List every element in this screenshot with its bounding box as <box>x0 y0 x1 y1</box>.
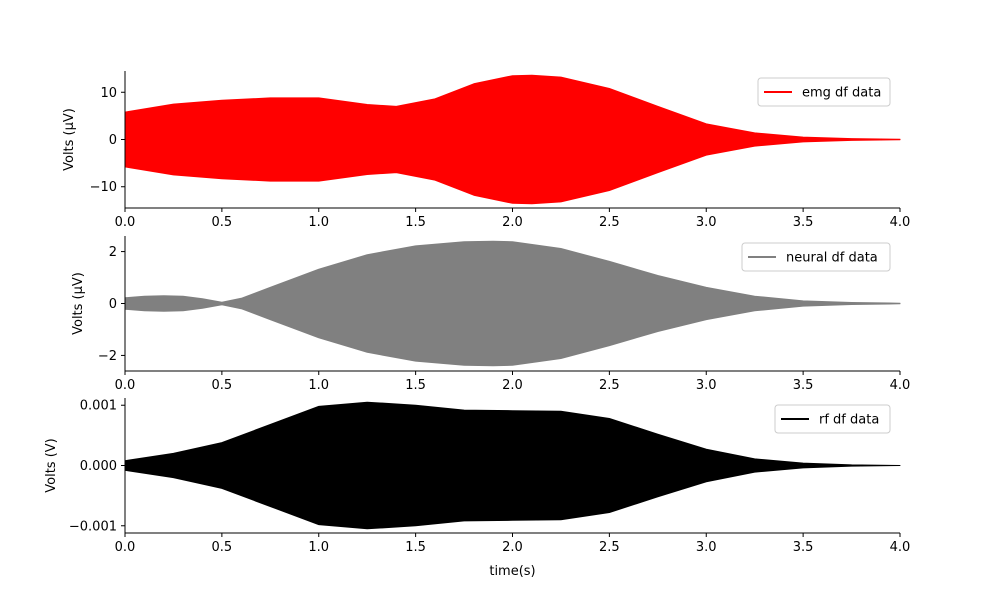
x-tick-label: 0.5 <box>212 215 233 230</box>
series-envelope-1 <box>124 74 901 205</box>
x-axis-label: time(s) <box>489 564 535 579</box>
legend-box <box>757 77 891 107</box>
x-tick-label: 0.5 <box>212 540 233 555</box>
legend: neural df data <box>741 242 891 272</box>
y-tick-label: −10 <box>90 180 117 195</box>
x-tick-label: 1.5 <box>405 378 426 393</box>
legend: emg df data <box>757 77 891 107</box>
x-tick-label: 0.0 <box>115 378 136 393</box>
x-tick-label: 2.5 <box>599 215 620 230</box>
subplot-1: 0.0 0.5 1.0 1.5 2.0 2.5 3.0 3.5 4.0 −10 0 10 Volts (… <box>62 71 910 230</box>
y-axis-label: Volts (μV) <box>71 272 86 335</box>
x-tick-label: 0.0 <box>115 540 136 555</box>
legend-label: emg df data <box>802 86 881 101</box>
x-tick-label: 3.0 <box>696 378 717 393</box>
x-tick-label: 2.5 <box>599 540 620 555</box>
x-tick-label: 0.0 <box>115 215 136 230</box>
x-tick-label: 3.0 <box>696 215 717 230</box>
series-envelope-1 <box>124 401 901 530</box>
legend-box <box>741 242 891 272</box>
legend-box <box>774 404 891 434</box>
x-tick-label: 2.5 <box>599 378 620 393</box>
x-tick-label: 4.0 <box>890 378 911 393</box>
x-tick-label: 4.0 <box>890 215 911 230</box>
x-tick-label: 3.5 <box>793 378 814 393</box>
x-tick-label: 1.0 <box>308 215 329 230</box>
x-tick-label: 1.5 <box>405 540 426 555</box>
x-tick-label: 3.5 <box>793 540 814 555</box>
legend-label: neural df data <box>786 251 878 266</box>
y-tick-label: 0 <box>109 297 117 312</box>
legend: rf df data <box>774 404 891 434</box>
x-tick-label: 2.0 <box>502 540 523 555</box>
subplot-2: 0.0 0.5 1.0 1.5 2.0 2.5 3.0 3.5 4.0 −2 0 2 Volts (μV… <box>71 236 910 393</box>
x-tick-label: 1.0 <box>308 378 329 393</box>
x-tick-label: 1.5 <box>405 215 426 230</box>
y-tick-label: 0 <box>109 133 117 148</box>
y-tick-label: −2 <box>98 349 117 364</box>
x-tick-label: 4.0 <box>890 540 911 555</box>
x-tick-label: 3.0 <box>696 540 717 555</box>
y-tick-label: −0.001 <box>69 519 117 534</box>
y-tick-label: 0.001 <box>80 399 117 414</box>
x-tick-label: 1.0 <box>308 540 329 555</box>
y-axis-label: Volts (V) <box>44 438 59 493</box>
x-tick-label: 3.5 <box>793 215 814 230</box>
y-tick-label: 10 <box>100 86 117 101</box>
x-tick-label: 2.0 <box>502 378 523 393</box>
series-envelope-1 <box>124 240 901 367</box>
subplot-3: 0.0 0.5 1.0 1.5 2.0 2.5 3.0 3.5 4.0 −0.001 0.000 0.… <box>44 398 910 579</box>
x-tick-label: 0.5 <box>212 378 233 393</box>
y-axis-label: Volts (μV) <box>62 108 77 171</box>
x-tick-label: 2.0 <box>502 215 523 230</box>
y-tick-label: 2 <box>109 245 117 260</box>
y-tick-label: 0.000 <box>80 459 117 474</box>
legend-label: rf df data <box>819 413 879 428</box>
